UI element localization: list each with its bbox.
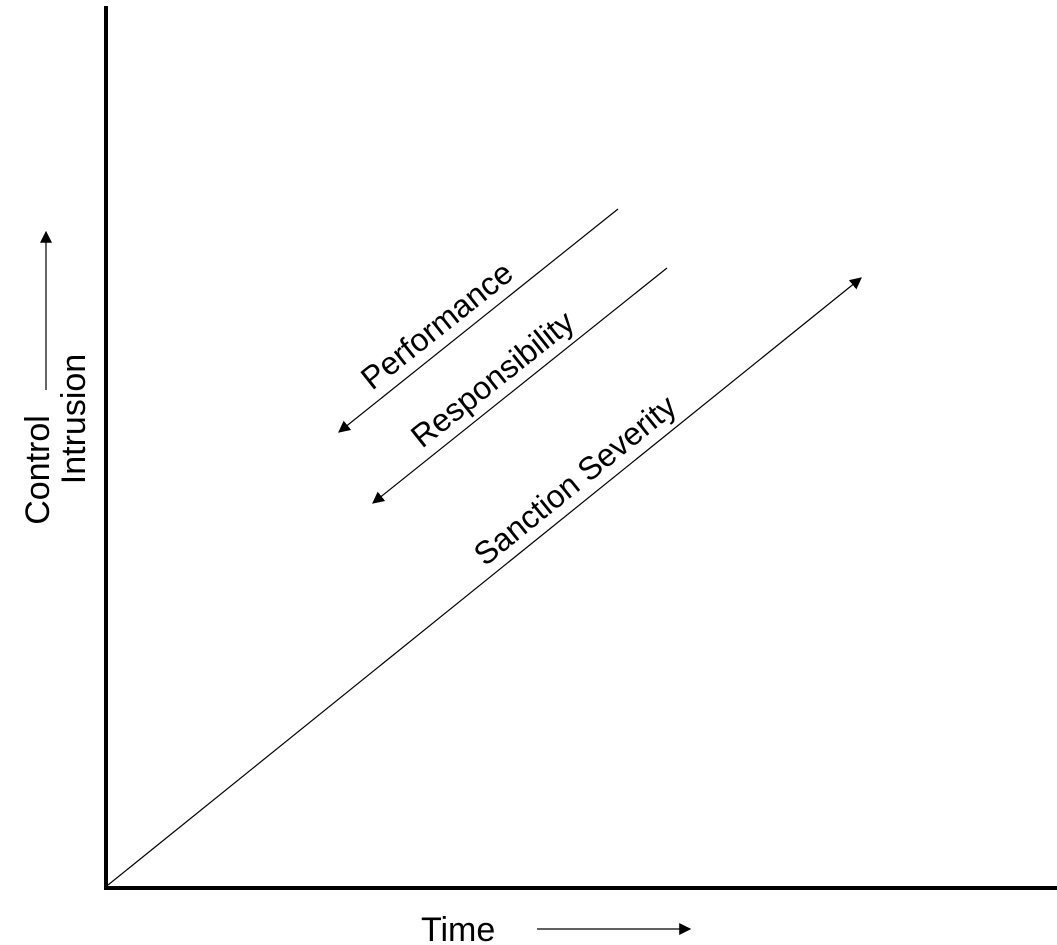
performance-arrow — [338, 208, 619, 433]
y-axis-label-control: Control — [19, 415, 57, 525]
sanction-severity-line — [107, 277, 862, 886]
responsibility-arrow — [372, 267, 668, 504]
y-axis-label-intrusion: Intrusion — [55, 354, 93, 484]
sanction-severity-label: Sanction Severity — [467, 388, 683, 573]
x-axis-label-time: Time — [421, 911, 495, 945]
